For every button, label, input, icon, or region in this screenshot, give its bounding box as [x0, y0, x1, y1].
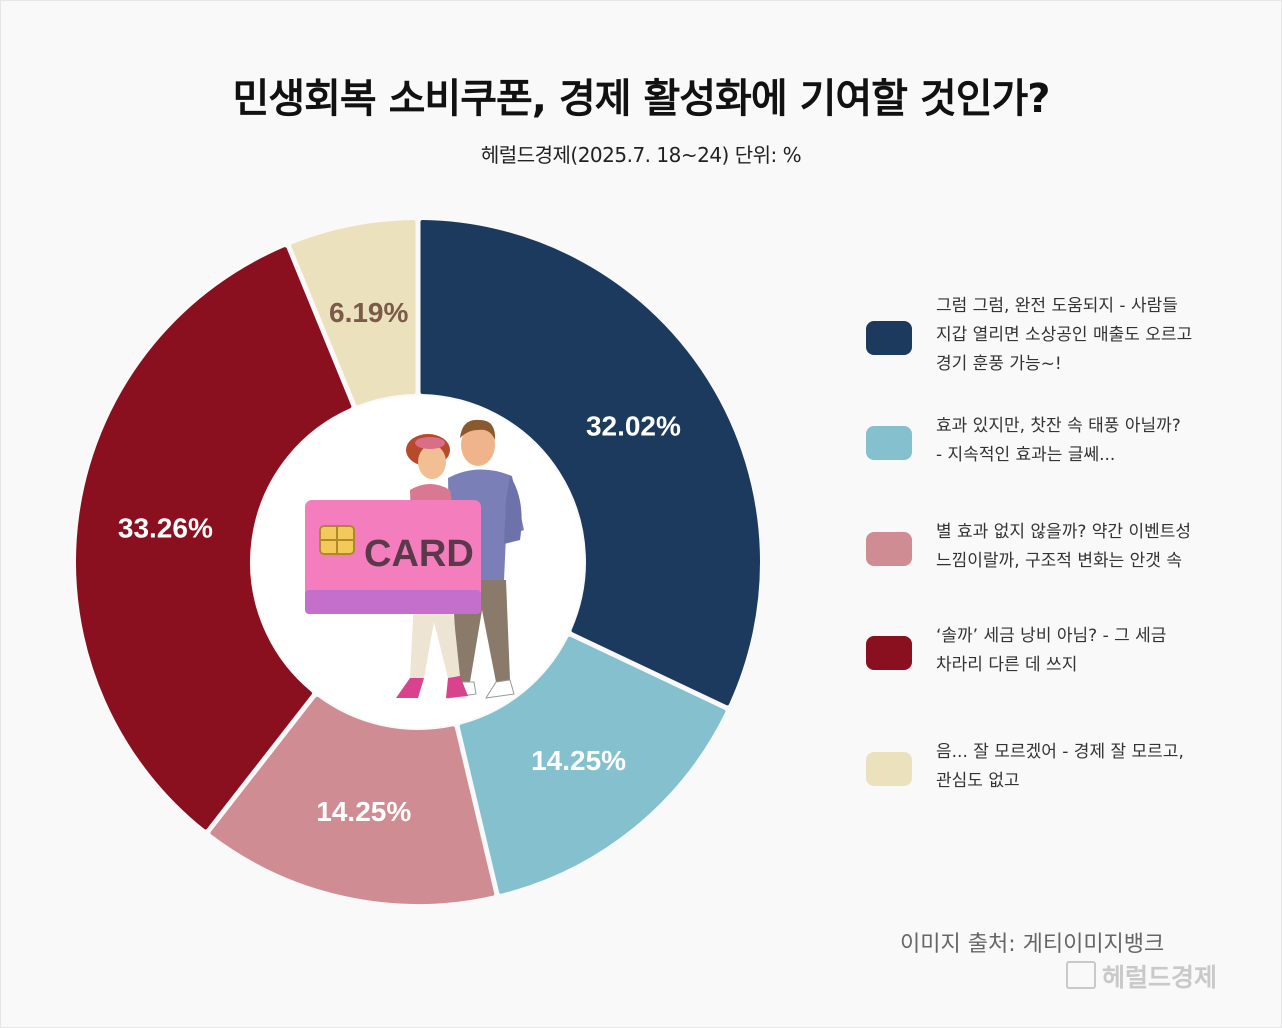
watermark: 헤럴드경제: [1066, 958, 1217, 994]
legend-label-line: 차라리 다른 데 쓰지: [936, 655, 1078, 675]
slice-label-3: 14.25%: [316, 796, 411, 827]
legend-label-line: - 지속적인 효과는 글쎄...: [936, 445, 1116, 465]
slice-labels: 32.02% 14.25% 14.25% 33.26% 6.19%: [118, 297, 681, 827]
legend-swatch: [866, 426, 912, 460]
card-couple-illustration: CARD: [252, 396, 584, 728]
legend-label-line: 경기 훈풍 가능~!: [936, 354, 1062, 374]
slice-label-5: 6.19%: [329, 297, 408, 328]
legend-label-line: 음... 잘 모르겠어 - 경제 잘 모르고,: [936, 742, 1184, 762]
legend-label-line: ‘솔까’ 세금 낭비 아님? - 그 세금: [936, 626, 1167, 646]
credit-card: CARD: [305, 500, 481, 614]
watermark-logo-icon: [1066, 961, 1096, 989]
card-text: CARD: [364, 533, 474, 575]
legend-swatch: [866, 320, 912, 355]
legend-label-line: 그럼 그럼, 완전 도움되지 - 사람들: [936, 296, 1178, 316]
slice-1: [420, 220, 760, 706]
slice-2: [459, 636, 726, 894]
watermark-text: 헤럴드경제: [1102, 963, 1218, 992]
legend-label-line: 효과 있지만, 찻잔 속 태풍 아닐까?: [936, 416, 1181, 436]
legend-swatch: [866, 532, 912, 566]
slice-label-4: 33.26%: [118, 512, 213, 543]
slice-4: [76, 247, 352, 830]
slice-label-1: 32.02%: [586, 411, 681, 442]
legend-label-line: 별 효과 없지 않을까? 약간 이벤트성: [936, 522, 1192, 542]
chart-title: 민생회복 소비쿠폰, 경제 활성화에 기여할 것인가?: [232, 76, 1050, 122]
legend-swatch: [866, 636, 912, 670]
slice-label-2: 14.25%: [531, 745, 626, 776]
legend-swatch: [866, 752, 912, 786]
legend-label-line: 지갑 열리면 소상공인 매출도 오르고: [936, 325, 1193, 345]
image-source: 이미지 출처: 게티이미지뱅크: [900, 932, 1165, 957]
slice-5: [291, 220, 416, 406]
legend-label-line: 느낌이랄까, 구조적 변화는 안갯 속: [936, 551, 1182, 571]
legend-label: 효과 있지만, 찻잔 속 태풍 아닐까? - 지속적인 효과는 글쎄...: [936, 412, 1246, 470]
legend-label: 음... 잘 모르겠어 - 경제 잘 모르고, 관심도 없고: [936, 738, 1246, 796]
legend-label-line: 관심도 없고: [936, 771, 1020, 791]
chart-subtitle: 헤럴드경제(2025.7. 18~24) 단위: %: [480, 143, 802, 167]
slice-3: [210, 696, 495, 904]
donut-slices: [76, 220, 760, 904]
